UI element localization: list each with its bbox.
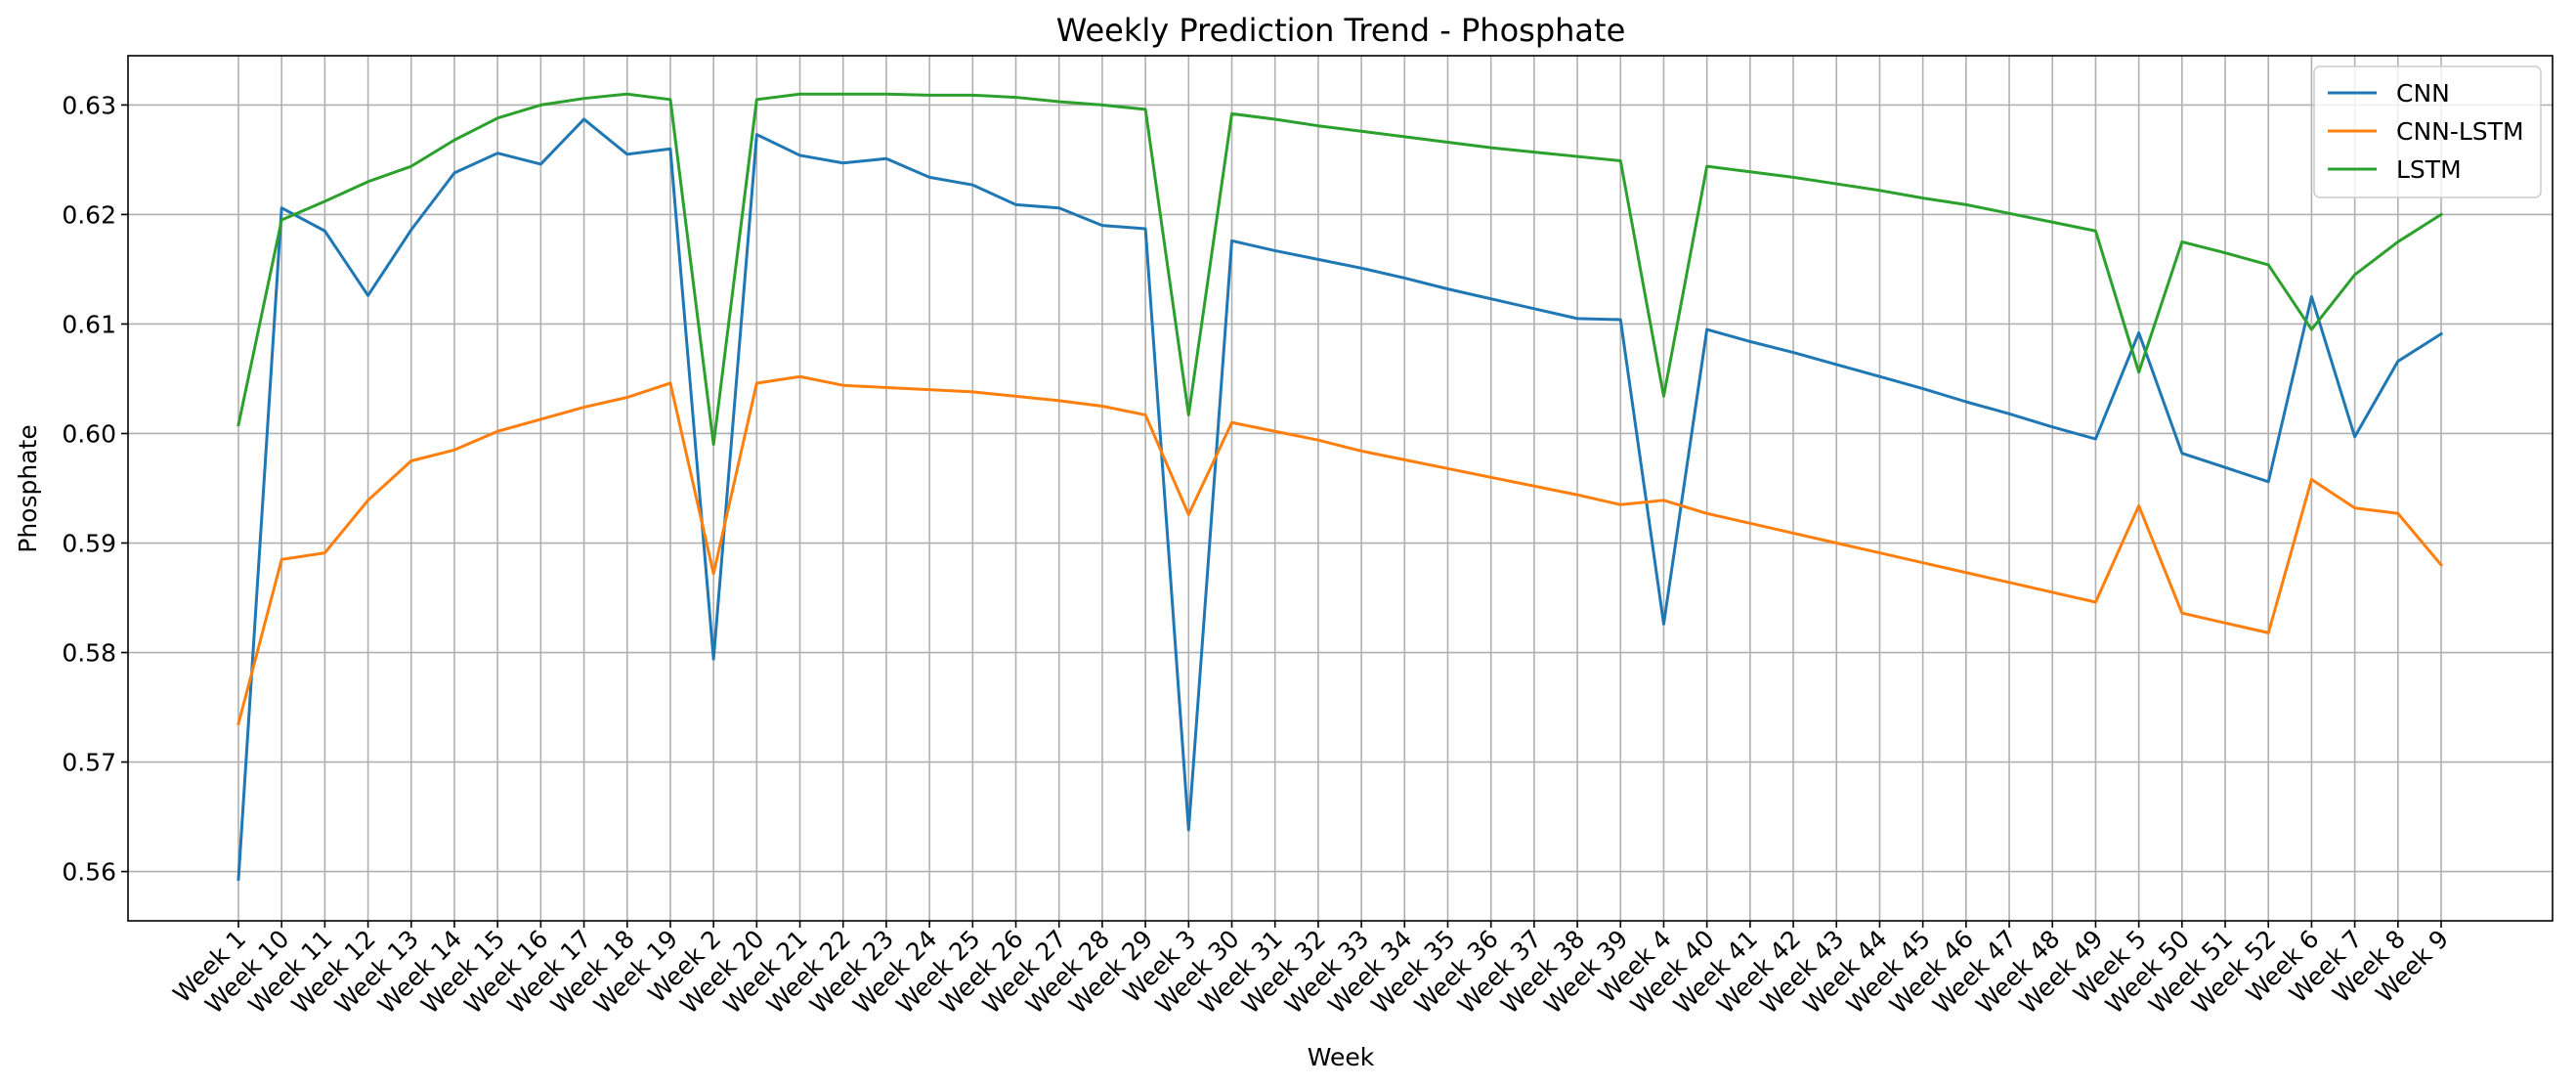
plot-area-frame <box>127 55 2554 922</box>
legend-label: CNN-LSTM <box>2396 117 2524 146</box>
y-tick-label: 0.62 <box>62 200 116 229</box>
y-tick-label: 0.60 <box>62 419 116 448</box>
y-axis-ticks: 0.56 0.57 0.58 0.59 0.60 0.61 0.62 0.63 <box>62 91 128 887</box>
y-tick-label: 0.57 <box>62 749 116 777</box>
chart-title: Weekly Prediction Trend - Phosphate <box>1056 12 1626 49</box>
series-line-cnn <box>236 117 2444 882</box>
y-axis-label: Phosphate <box>14 424 42 552</box>
legend-label: CNN <box>2396 79 2450 108</box>
y-tick-label: 0.61 <box>62 310 116 338</box>
y-tick-label: 0.56 <box>62 858 116 887</box>
y-tick-label: 0.59 <box>62 530 116 558</box>
legend-label: LSTM <box>2396 155 2462 184</box>
legend: CNN CNN-LSTM LSTM <box>2313 65 2542 198</box>
series-lines <box>236 92 2444 882</box>
series-line-cnn-lstm <box>236 374 2444 726</box>
grid-lines <box>128 56 2553 921</box>
y-tick-label: 0.58 <box>62 639 116 668</box>
legend-items: CNN CNN-LSTM LSTM <box>2328 79 2524 184</box>
legend-box <box>2313 65 2542 198</box>
y-tick-label: 0.63 <box>62 91 116 119</box>
series-line-lstm <box>236 92 2444 447</box>
x-axis-label: Week <box>1308 1043 1375 1071</box>
